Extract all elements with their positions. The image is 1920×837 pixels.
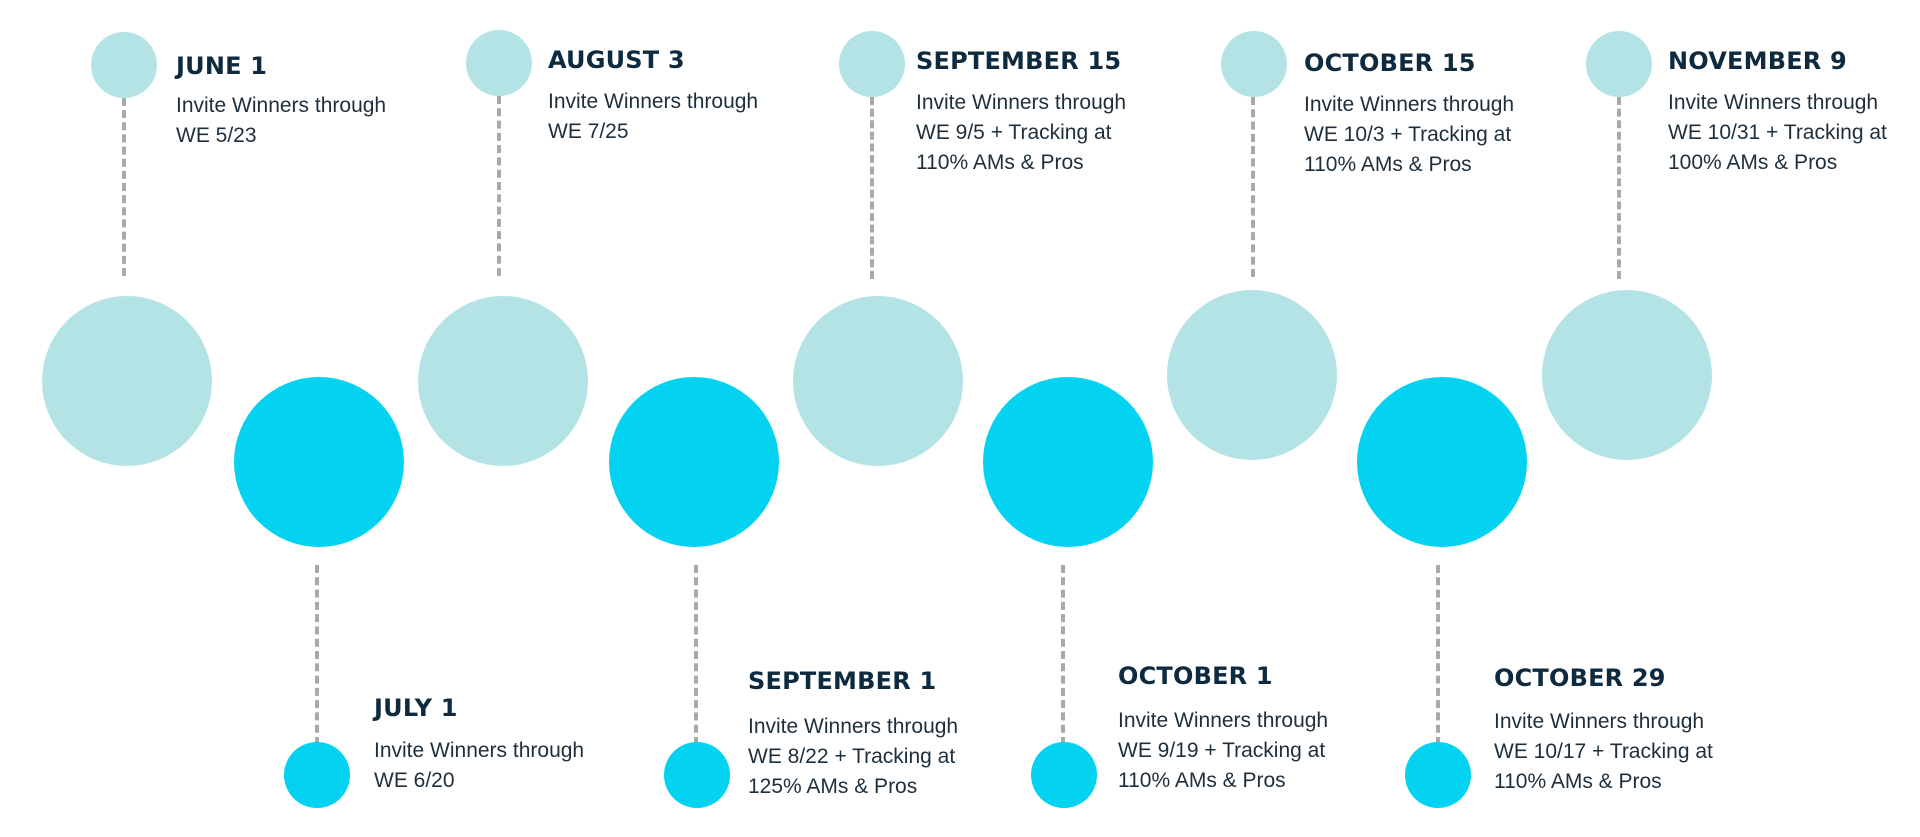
milestone-node (234, 377, 404, 547)
milestone-description: Invite Winners through WE 5/23 (176, 94, 387, 147)
milestone-description: Invite Winners through WE 7/25 (548, 90, 759, 143)
milestone-connector (694, 565, 698, 745)
milestone-date: NOVEMBER 9 (1668, 47, 1847, 75)
milestone-description: Invite Winners through WE 10/3 + Tracking… (1304, 93, 1515, 176)
milestone-connector (1251, 97, 1255, 277)
milestone-connector (1617, 97, 1621, 279)
milestone-connector (497, 96, 501, 276)
milestone-node (793, 296, 963, 466)
milestone-node (609, 377, 779, 547)
milestone-connector (315, 565, 319, 745)
milestone-date: JULY 1 (374, 694, 458, 722)
milestone-marker (91, 32, 157, 98)
milestone-node (418, 296, 588, 466)
milestone-node (1542, 290, 1712, 460)
milestone-node (1357, 377, 1527, 547)
milestone-connector (1061, 565, 1065, 745)
milestone-date: SEPTEMBER 1 (748, 667, 937, 695)
milestone-description: Invite Winners through WE 9/5 + Tracking … (916, 91, 1127, 174)
milestone-marker (1586, 31, 1652, 97)
milestone-marker (284, 742, 350, 808)
milestone-date: JUNE 1 (176, 52, 268, 80)
milestone-description: Invite Winners through WE 10/31 + Trackin… (1668, 91, 1887, 174)
milestone-marker (839, 31, 905, 97)
milestone-date: SEPTEMBER 15 (916, 47, 1122, 75)
milestone-connector (122, 98, 126, 276)
milestone-marker (664, 742, 730, 808)
milestone-node (1167, 290, 1337, 460)
milestone-description: Invite Winners through WE 6/20 (374, 739, 585, 792)
milestone-marker (466, 30, 532, 96)
milestone-date: OCTOBER 1 (1118, 662, 1273, 690)
milestone-connector (1436, 565, 1440, 745)
milestone-marker (1031, 742, 1097, 808)
milestone-marker (1221, 31, 1287, 97)
milestone-marker (1405, 742, 1471, 808)
milestone-node (42, 296, 212, 466)
milestone-description: Invite Winners through WE 9/19 + Tracking… (1118, 709, 1329, 792)
milestone-date: OCTOBER 29 (1494, 664, 1666, 692)
milestone-date: OCTOBER 15 (1304, 49, 1476, 77)
milestone-connector (870, 97, 874, 279)
milestone-description: Invite Winners through WE 10/17 + Trackin… (1494, 710, 1713, 793)
milestone-node (983, 377, 1153, 547)
milestone-description: Invite Winners through WE 8/22 + Tracking… (748, 715, 959, 798)
milestone-date: AUGUST 3 (548, 46, 685, 74)
